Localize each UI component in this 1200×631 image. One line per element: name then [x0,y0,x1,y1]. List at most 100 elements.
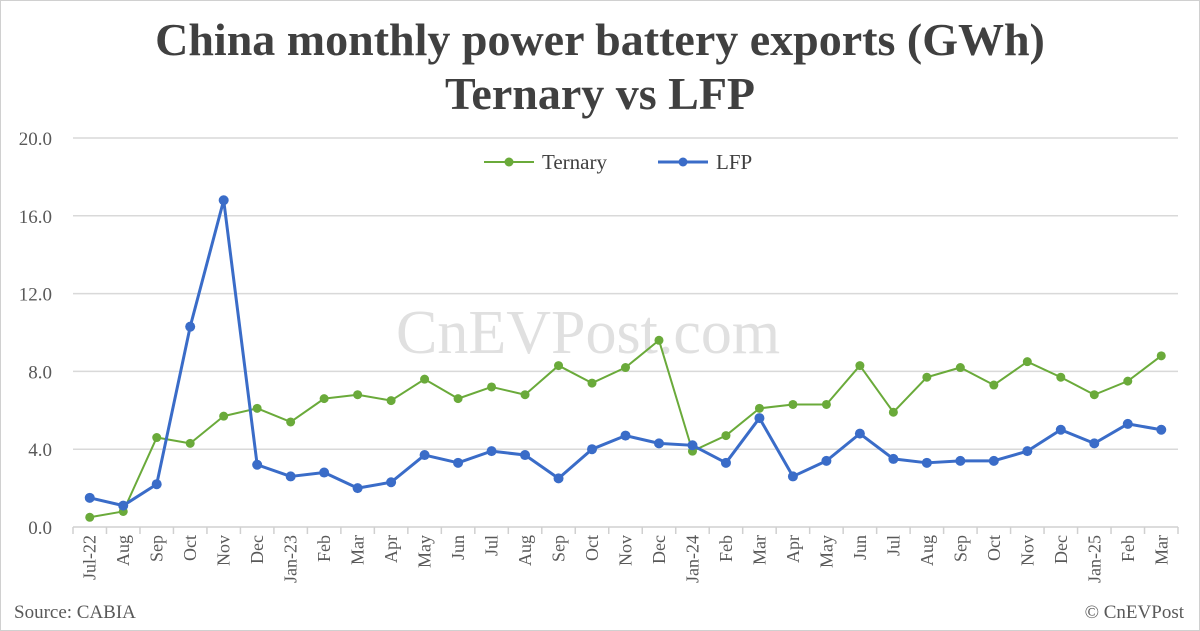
x-tick-label: Apr [783,535,803,563]
legend-marker [504,157,514,167]
data-point-lfp [1122,418,1133,429]
data-point-ternary [922,372,932,382]
x-tick-label: Apr [381,535,401,563]
data-point-ternary [788,399,798,409]
y-tick-label: 20.0 [19,129,52,150]
data-point-lfp [1055,424,1066,435]
data-point-ternary [487,382,497,392]
y-tick-label: 8.0 [28,362,52,383]
x-tick-label: Oct [984,535,1004,561]
data-point-lfp [1022,446,1033,457]
data-point-lfp [854,428,865,439]
x-tick-label: Jul-22 [80,535,100,580]
x-tick-label: Mar [749,535,769,565]
data-point-ternary [955,363,965,373]
data-point-ternary [621,363,630,373]
x-tick-label: Aug [113,535,133,566]
x-tick-label: Dec [1051,535,1071,564]
x-tick-label: Feb [716,535,736,562]
data-point-lfp [1089,438,1100,449]
data-point-ternary [754,403,764,413]
data-point-lfp [486,446,497,457]
x-tick-label: May [415,535,435,568]
data-point-ternary [554,361,564,371]
x-tick-label: Mar [1151,535,1171,565]
x-tick-label: Dec [649,535,669,564]
data-point-ternary [353,390,363,400]
data-point-ternary [855,361,865,371]
data-point-lfp [620,430,631,441]
data-point-ternary [587,378,597,388]
data-point-ternary [420,374,430,384]
x-tick-label: Aug [917,535,937,566]
y-tick-label: 16.0 [19,207,52,228]
data-point-ternary [821,399,831,409]
x-tick-label: Nov [616,535,636,566]
x-tick-label: Sep [147,535,167,562]
legend-marker [678,157,688,167]
data-point-lfp [84,492,95,503]
x-tick-label: May [816,535,836,568]
x-tick-label: Feb [314,535,334,562]
data-point-lfp [587,444,598,455]
x-tick-label: Sep [950,535,970,562]
data-point-lfp [285,471,296,482]
data-point-ternary [1022,357,1032,367]
x-tick-label: Nov [214,535,234,566]
x-tick-label: Jul [883,535,903,556]
data-point-lfp [720,457,731,468]
y-tick-label: 0.0 [28,518,52,539]
legend-label: Ternary [542,150,607,174]
x-tick-label: Oct [582,535,602,561]
data-point-lfp [319,467,330,478]
data-point-lfp [888,453,899,464]
data-point-ternary [654,335,664,345]
legend-label: LFP [716,150,752,174]
data-point-ternary [219,411,229,421]
data-point-ternary [721,431,731,441]
y-tick-label: 4.0 [28,440,52,461]
data-point-lfp [988,455,999,466]
data-point-ternary [1089,390,1099,400]
data-point-lfp [921,457,932,468]
data-point-ternary [1056,372,1066,382]
data-point-lfp [419,450,430,461]
data-point-lfp [687,440,698,451]
x-tick-label: Aug [515,535,535,566]
source-note: Source: CABIA [14,602,136,623]
data-point-ternary [453,394,463,404]
data-point-ternary [152,433,162,443]
data-point-lfp [185,321,196,332]
y-tick-label: 12.0 [19,285,52,306]
data-point-ternary [386,396,396,406]
data-point-lfp [252,459,263,470]
x-tick-label: Jun [448,535,468,560]
data-point-lfp [653,438,664,449]
data-point-ternary [888,407,898,417]
data-point-ternary [286,417,296,427]
data-point-ternary [85,512,95,522]
x-tick-label: Mar [348,535,368,565]
x-tick-label: Jan-23 [281,535,301,583]
x-tick-label: Dec [247,535,267,564]
data-point-lfp [553,473,564,484]
data-point-lfp [386,477,397,488]
data-point-lfp [955,455,966,466]
x-tick-label: Jan-25 [1084,535,1104,583]
data-point-lfp [821,455,832,466]
x-tick-label: Oct [180,535,200,561]
data-point-lfp [453,457,464,468]
chart-subtitle: Ternary vs LFP [444,68,756,119]
x-tick-label: Jan-24 [682,535,702,583]
x-tick-label: Nov [1017,535,1037,566]
watermark: CnEVPost.com [396,299,781,367]
x-tick-label: Jul [482,535,502,556]
data-point-lfp [520,450,531,461]
data-point-ternary [1123,376,1133,386]
data-point-ternary [252,403,262,413]
data-point-lfp [151,479,162,490]
data-point-ternary [1156,351,1166,361]
data-point-lfp [218,195,229,206]
data-point-ternary [520,390,530,400]
